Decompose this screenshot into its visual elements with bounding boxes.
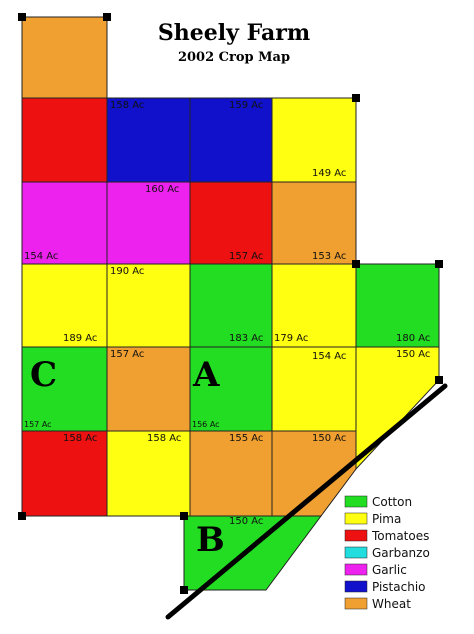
field-2[interactable] [106,97,191,183]
acreage-label-4: 149 Ac [312,168,346,179]
acreage-label-17: 154 Ac [312,351,346,362]
map-subtitle: 2002 Crop Map [178,50,290,65]
legend-label-garlic: Garlic [372,563,407,577]
field-12[interactable] [271,263,357,348]
legend-swatch-pistachio [344,580,368,593]
legend-swatch-wheat [344,597,368,610]
legend-swatch-tomatoes [344,529,368,542]
corner-marker [352,260,360,268]
acreage-label-8: 153 Ac [312,251,346,262]
acreage-label-7: 157 Ac [229,251,263,262]
acreage-label-11: 183 Ac [229,333,263,344]
field-20[interactable] [106,430,191,517]
legend-swatch-garbanzo [344,546,368,559]
crop-legend: Cotton Pima Tomatoes Garbanzo Garlic Pis… [344,495,430,611]
corner-marker [103,13,111,21]
field-11[interactable] [189,263,273,348]
section-label-a: A [192,355,220,395]
acreage-label-12: 179 Ac [274,333,308,344]
map-title: Sheely Farm [158,20,310,46]
legend-label-tomatoes: Tomatoes [371,529,429,543]
acreage-label-21: 155 Ac [229,433,263,444]
field-grid [21,16,440,591]
corner-marker [180,586,188,594]
corner-marker [352,94,360,102]
field-22[interactable] [271,430,357,517]
acreage-label-23: 150 Ac [229,516,263,527]
corner-marker [435,260,443,268]
section-label-c: C [30,355,57,395]
legend-swatch-cotton [344,495,368,508]
legend-label-garbanzo: Garbanzo [372,546,430,560]
field-4[interactable] [271,97,357,183]
field-15[interactable] [106,346,191,432]
legend-label-cotton: Cotton [372,495,412,509]
acreage-labels: 158 Ac 159 Ac 149 Ac 154 Ac 160 Ac 157 A… [24,100,430,527]
acreage-label-6: 160 Ac [145,184,179,195]
field-7[interactable] [189,181,273,265]
field-1[interactable] [21,97,108,183]
field-17[interactable] [271,346,357,432]
corner-marker [18,512,26,520]
corner-marker [435,376,443,384]
acreage-label-2: 158 Ac [110,100,144,111]
field-9[interactable] [21,263,108,348]
diagonal-road-line [165,383,448,620]
acreage-label-5: 154 Ac [24,251,58,262]
acreage-label-13: 180 Ac [396,333,430,344]
acreage-label-19: 158 Ac [63,433,97,444]
acreage-label-10: 190 Ac [110,266,144,277]
field-13[interactable] [355,263,440,348]
field-21[interactable] [189,430,273,517]
acreage-label-9: 189 Ac [63,333,97,344]
legend-label-pima: Pima [372,512,401,526]
acreage-label-3: 159 Ac [229,100,263,111]
legend-swatch-garlic [344,563,368,576]
acreage-label-16: 156 Ac [192,420,220,429]
acreage-label-22: 150 Ac [312,433,346,444]
field-0[interactable] [21,16,108,99]
legend-swatch-pima [344,512,368,525]
corner-marker [18,13,26,21]
acreage-label-20: 158 Ac [147,433,181,444]
field-16[interactable] [189,346,273,432]
corner-marker [180,512,188,520]
section-label-b: B [196,520,225,560]
legend-label-pistachio: Pistachio [372,580,426,594]
field-23[interactable] [183,515,322,591]
acreage-label-18: 150 Ac [396,349,430,360]
acreage-label-15: 157 Ac [110,349,144,360]
field-3[interactable] [189,97,273,183]
corner-markers [18,13,443,594]
acreage-label-14: 157 Ac [24,420,52,429]
legend-label-wheat: Wheat [372,597,411,611]
field-5[interactable] [21,181,108,265]
field-19[interactable] [21,430,108,517]
